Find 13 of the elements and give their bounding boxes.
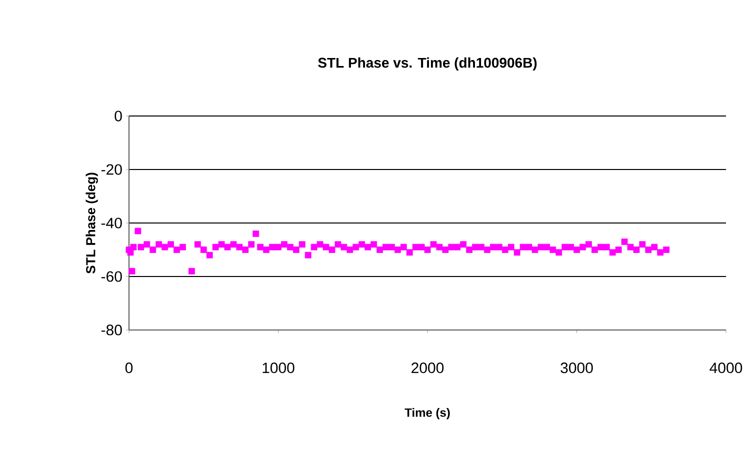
x-tick-label: 1000 (262, 362, 294, 374)
y-axis-title: STL Phase (deg) (86, 172, 98, 274)
x-tick-label: 2000 (412, 362, 444, 374)
y-tick-label: -80 (101, 324, 122, 336)
y-tick-label: -20 (101, 164, 122, 175)
x-tick-label: 0 (125, 362, 133, 374)
chart-title: STL Phase vs. Time (dh100906B) (318, 57, 537, 70)
y-tick-label: -60 (101, 271, 122, 282)
x-axis-title: Time (s) (404, 408, 450, 420)
x-tick-label: 4000 (710, 362, 742, 374)
x-tick-label: 3000 (560, 362, 593, 374)
y-tick-label: 0 (114, 110, 122, 122)
y-tick-label: -40 (101, 218, 122, 228)
